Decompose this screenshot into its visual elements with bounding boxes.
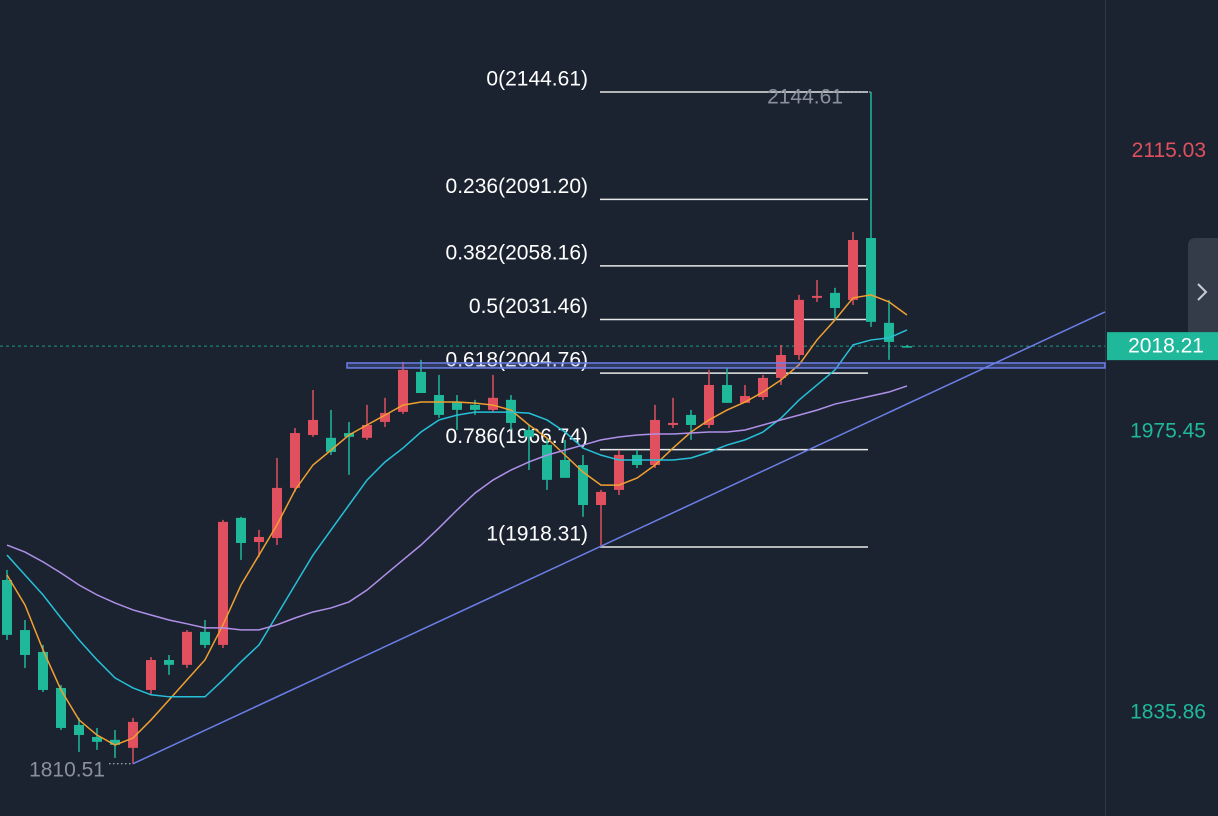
fib-level-label: 0.382(2058.16) bbox=[446, 241, 588, 264]
candle-body bbox=[758, 377, 768, 398]
candle-body bbox=[92, 737, 102, 742]
candle-body bbox=[308, 419, 318, 436]
candle-body bbox=[362, 424, 372, 438]
candle-body bbox=[326, 437, 336, 452]
current-price-box bbox=[1107, 332, 1218, 361]
candle-body bbox=[848, 240, 858, 300]
candle-body bbox=[2, 579, 12, 635]
y-tick-label: 1835.86 bbox=[1130, 700, 1206, 723]
candle-body bbox=[704, 384, 714, 425]
moving-average-line bbox=[6, 385, 908, 631]
fib-level-label: 0.786(1966.74) bbox=[446, 425, 588, 448]
candle-body bbox=[560, 459, 570, 478]
fib-level-label: 0.5(2031.46) bbox=[469, 295, 588, 318]
candle-body bbox=[596, 491, 606, 506]
candle-body bbox=[416, 371, 426, 394]
candle-body bbox=[488, 397, 498, 410]
candle-body bbox=[434, 395, 444, 415]
candle-body bbox=[542, 444, 552, 480]
candle-body bbox=[110, 739, 120, 745]
candle-body bbox=[686, 414, 696, 425]
candle-body bbox=[452, 401, 462, 410]
candle-body bbox=[182, 631, 192, 665]
price-axis: 2115.03 1975.45 1835.86 2018.21 bbox=[1107, 139, 1218, 723]
candle-body bbox=[722, 384, 732, 403]
fib-level-label: 0(2144.61) bbox=[486, 68, 588, 91]
tab-background[interactable] bbox=[1188, 238, 1218, 346]
moving-average-line bbox=[6, 329, 908, 698]
candle-body bbox=[56, 687, 66, 728]
candle-body bbox=[884, 322, 894, 342]
low-annotation: 1810.51 bbox=[29, 758, 105, 781]
candle-body bbox=[128, 721, 138, 748]
candle-body bbox=[38, 651, 48, 690]
support-band bbox=[346, 362, 1106, 369]
candle-body bbox=[776, 355, 786, 378]
candle-body bbox=[794, 299, 804, 356]
chevron-icon[interactable] bbox=[1197, 283, 1208, 301]
candle-body bbox=[614, 454, 624, 490]
candle-body bbox=[218, 521, 228, 645]
candle-body bbox=[146, 660, 156, 690]
y-tick-label: 1975.45 bbox=[1130, 420, 1206, 443]
candle-body bbox=[740, 396, 750, 403]
high-annotation: 2144.61 bbox=[767, 86, 843, 109]
collapse-tab[interactable] bbox=[1188, 238, 1218, 346]
candle-body bbox=[650, 419, 660, 465]
candle-body bbox=[812, 295, 822, 298]
fib-level-label: 1(1918.31) bbox=[486, 523, 588, 546]
candle-body bbox=[470, 404, 480, 410]
fib-level-label: 0.236(2091.20) bbox=[446, 175, 588, 198]
current-price-label: 2018.21 bbox=[1128, 335, 1204, 358]
candle-body bbox=[236, 517, 246, 544]
candle-body bbox=[290, 433, 300, 488]
candle-body bbox=[524, 430, 534, 437]
candle-body bbox=[272, 487, 282, 538]
moving-average-line bbox=[6, 294, 908, 746]
candle-body bbox=[866, 237, 876, 322]
y-tick-label: 2115.03 bbox=[1132, 139, 1206, 162]
candle-body bbox=[380, 412, 390, 422]
candle-body bbox=[200, 631, 210, 645]
candle-body bbox=[398, 369, 408, 412]
fib-level-label: 0.618(2004.76) bbox=[446, 349, 588, 372]
candle-body bbox=[902, 346, 912, 348]
candle-body bbox=[164, 660, 174, 665]
candle-body bbox=[578, 464, 588, 506]
trendline bbox=[132, 311, 1106, 765]
plot-area: 0(2144.61) 0.236(2091.20) 0.382(2058.16) 0.… bbox=[0, 68, 1106, 781]
candle-body bbox=[20, 630, 30, 655]
candle-body bbox=[74, 724, 84, 736]
candle-body bbox=[254, 536, 264, 542]
candle-body bbox=[830, 292, 840, 308]
candle-body bbox=[668, 422, 678, 425]
